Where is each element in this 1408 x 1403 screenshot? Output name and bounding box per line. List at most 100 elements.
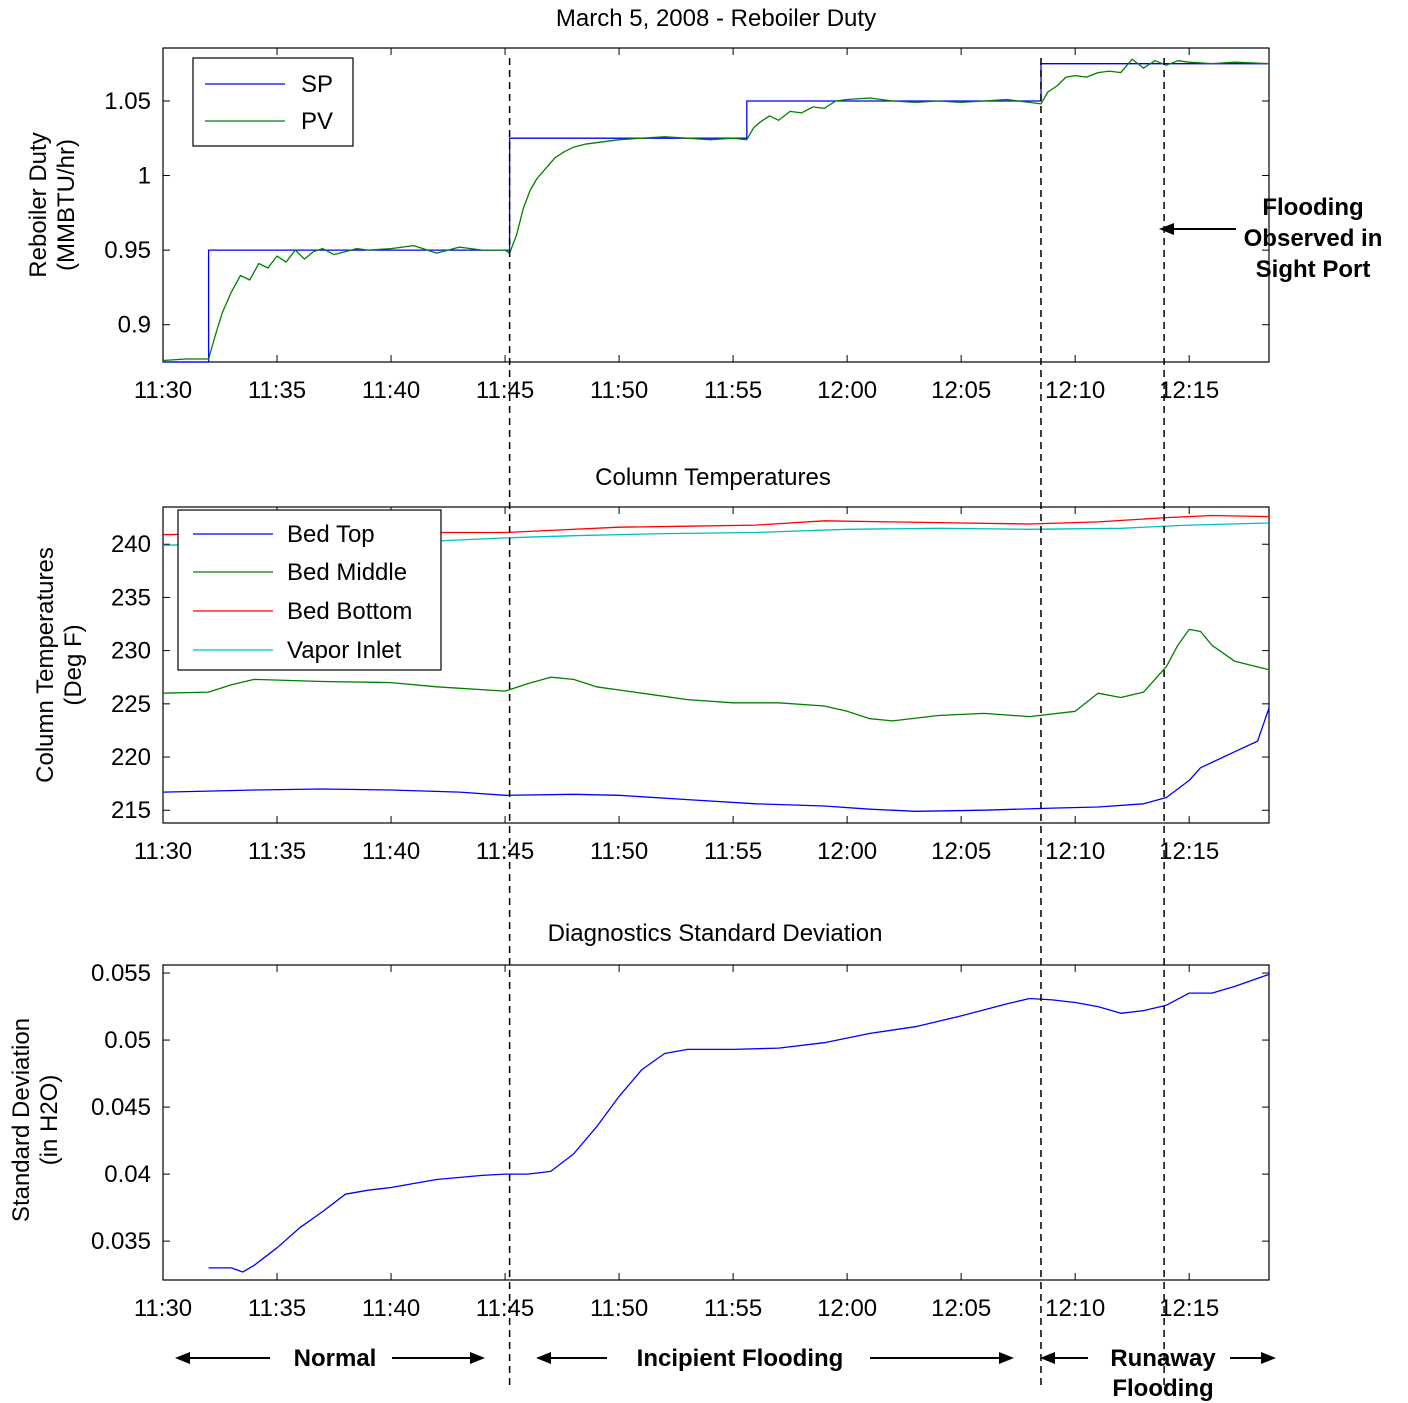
y-tick-label: 0.035 [91,1228,151,1255]
runaway-left-arrow-head [1040,1352,1055,1364]
series-line-0 [208,973,1270,1273]
y-tick-label: 1 [138,163,151,190]
normal-right-arrow-head [470,1352,485,1364]
flooding-note-line3: Sight Port [1256,256,1371,283]
x-tick-label: 12:10 [1045,1295,1105,1322]
y-axis-ticks: 215 220 225 230 235 240 [111,531,1269,824]
x-tick-label: 11:35 [248,1295,306,1322]
x-tick-label: 11:30 [134,838,192,865]
y-tick-label: 0.055 [91,960,151,987]
y-tick-label: 0.045 [91,1094,151,1121]
incipient-left-arrow-head [536,1352,551,1364]
flooding-note-line1: Flooding [1262,194,1363,221]
legend: SP PV [192,57,354,147]
y-tick-label: 0.9 [118,312,151,339]
x-tick-label: 12:15 [1159,838,1219,865]
y-axis-ticks: 0.035 0.04 0.045 0.05 0.055 [91,960,1269,1255]
x-axis-ticks: 11:30 11:35 11:40 11:45 11:50 11:55 12:00 12:05… [134,48,1219,404]
y-axis-ticks: 0.9 0.95 1 1.05 [104,88,1269,339]
x-tick-label: 11:30 [134,377,192,404]
x-tick-label: 11:40 [362,377,420,404]
column-temperatures-chart: Column Temperatures Column Temperatures … [32,464,1270,865]
y-tick-label: 220 [111,744,151,771]
chart-title: Column Temperatures [595,464,831,491]
y-tick-label: 215 [111,797,151,824]
series-line-1 [162,58,1270,362]
series-line-1 [162,628,1270,722]
x-tick-label: 12:15 [1159,1295,1219,1322]
flooding-annotation: Flooding Observed in Sight Port [1159,194,1382,283]
x-axis-ticks: 11:30 11:35 11:40 11:45 11:50 11:55 12:00 12:05… [134,507,1219,865]
incipient-right-arrow-head [999,1352,1014,1364]
y-axis-label-line2: (MMBTU/hr) [53,139,80,271]
event-lines [508,58,1165,1385]
x-tick-label: 11:40 [362,1295,420,1322]
series-group [208,973,1270,1273]
runaway-right-arrow-head [1261,1352,1276,1364]
y-axis-label: Reboiler Duty (MMBTU/hr) [25,132,80,277]
region-labels: Normal Incipient Flooding Runaway Floodi… [175,1345,1276,1402]
x-tick-label: 11:50 [590,377,648,404]
x-tick-label: 12:10 [1045,377,1105,404]
y-axis-label: Standard Deviation (in H2O) [8,1018,63,1222]
x-tick-label: 11:40 [362,838,420,865]
diagnostics-std-chart: Diagnostics Standard Deviation Standard … [8,920,1270,1322]
x-tick-label: 11:45 [476,377,534,404]
x-tick-label: 11:55 [704,838,762,865]
legend-label-vapor-inlet: Vapor Inlet [287,637,402,664]
x-tick-label: 12:00 [817,1295,877,1322]
legend: Bed Top Bed Middle Bed Bottom Vapor Inle… [177,509,442,671]
y-tick-label: 230 [111,638,151,665]
region-runaway-label-line2: Flooding [1112,1375,1213,1402]
x-tick-label: 11:55 [704,377,762,404]
x-axis-ticks: 11:30 11:35 11:40 11:45 11:50 11:55 12:00 12:05… [134,965,1219,1322]
y-axis-label: Column Temperatures (Deg F) [32,547,87,783]
y-tick-label: 240 [111,531,151,558]
y-tick-label: 0.05 [104,1027,151,1054]
y-axis-label-line1: Column Temperatures [32,547,59,783]
x-tick-label: 11:55 [704,1295,762,1322]
x-tick-label: 12:05 [931,838,991,865]
y-axis-label-line2: (Deg F) [60,624,87,705]
x-tick-label: 11:45 [476,1295,534,1322]
region-runaway-label-line1: Runaway [1110,1345,1216,1372]
x-tick-label: 12:15 [1159,377,1219,404]
plot-area [162,964,1270,1281]
legend-label-bed-bottom: Bed Bottom [287,598,412,625]
reboiler-duty-chart: March 5, 2008 - Reboiler Duty Reboiler D… [25,5,1382,404]
x-tick-label: 12:05 [931,1295,991,1322]
y-axis-label-line2: (in H2O) [36,1075,63,1166]
y-tick-label: 225 [111,691,151,718]
series-line-0 [162,707,1270,812]
x-tick-label: 11:50 [590,838,648,865]
x-tick-label: 11:35 [248,838,306,865]
x-tick-label: 11:30 [134,1295,192,1322]
x-tick-label: 12:10 [1045,838,1105,865]
x-tick-label: 12:00 [817,377,877,404]
flooding-note-line2: Observed in [1244,225,1383,252]
y-axis-label-line1: Reboiler Duty [25,132,52,277]
legend-box [177,509,442,671]
chart-title: March 5, 2008 - Reboiler Duty [556,5,876,32]
y-tick-label: 0.04 [104,1161,151,1188]
y-axis-label-line1: Standard Deviation [8,1018,35,1222]
region-normal-label: Normal [294,1345,377,1372]
legend-label-sp: SP [301,71,333,98]
region-incipient-label: Incipient Flooding [637,1345,844,1372]
normal-left-arrow-head [175,1352,190,1364]
legend-label-pv: PV [301,108,333,135]
legend-label-bed-top: Bed Top [287,521,375,548]
y-tick-label: 235 [111,584,151,611]
legend-label-bed-middle: Bed Middle [287,559,407,586]
x-tick-label: 11:50 [590,1295,648,1322]
flooding-arrow-head [1159,223,1174,235]
x-tick-label: 11:35 [248,377,306,404]
x-tick-label: 12:05 [931,377,991,404]
legend-box [192,57,354,147]
x-tick-label: 12:00 [817,838,877,865]
chart-title: Diagnostics Standard Deviation [548,920,883,947]
y-tick-label: 0.95 [104,237,151,264]
x-tick-label: 11:45 [476,838,534,865]
y-tick-label: 1.05 [104,88,151,115]
